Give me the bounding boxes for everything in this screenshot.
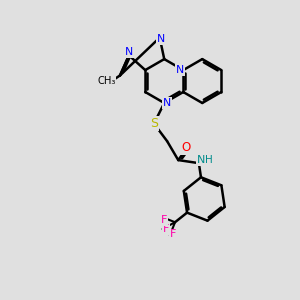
Text: S: S (150, 117, 158, 130)
Text: CH₃: CH₃ (97, 76, 116, 86)
Text: N: N (125, 47, 133, 57)
Text: O: O (181, 141, 190, 154)
Text: N: N (196, 155, 205, 165)
Text: N: N (163, 98, 171, 108)
Text: F: F (170, 229, 176, 239)
Text: F: F (161, 215, 167, 225)
Text: H: H (206, 155, 213, 165)
Text: N: N (176, 65, 184, 75)
Text: F: F (163, 224, 169, 234)
Text: N: N (157, 34, 165, 44)
